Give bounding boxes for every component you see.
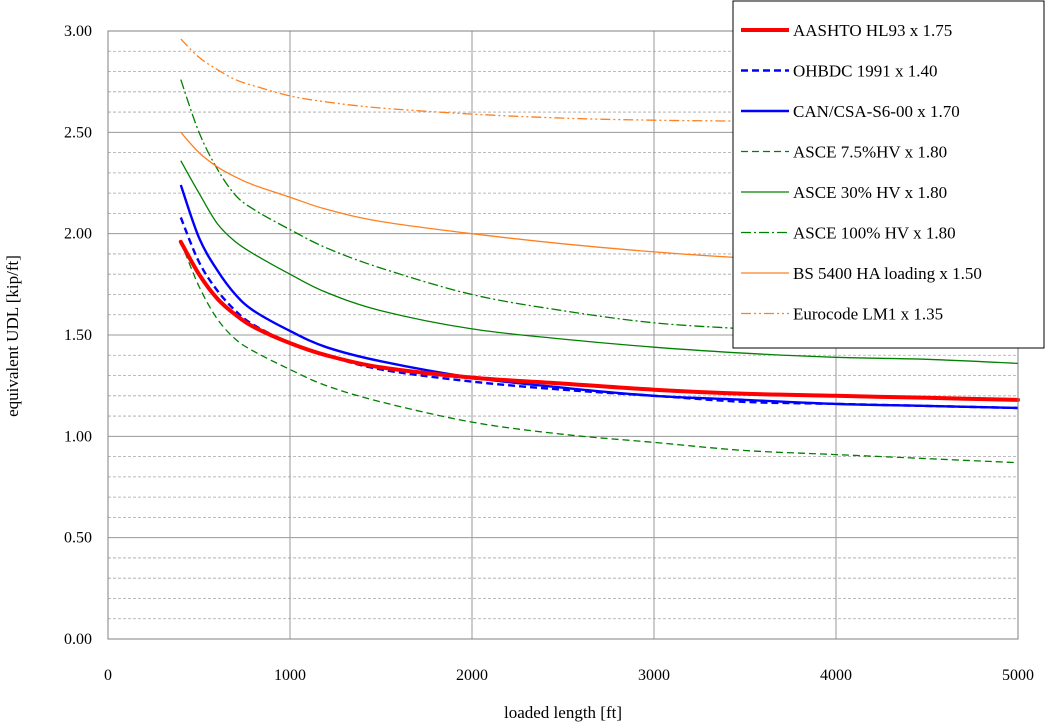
legend-box [732,0,1045,349]
series-layer [178,38,1020,464]
series-line-8 [180,38,1018,123]
y-axis-label: equivalent UDL [kip/ft] [3,255,22,417]
legend-label: BS 5400 HA loading x 1.50 [793,264,982,283]
x-axis-label: loaded length [ft] [504,703,622,722]
y-tick-label: 2.50 [64,124,92,141]
x-tick-label: 0 [104,667,112,684]
series-line-5 [180,160,1019,365]
legend-label: AASHTO HL93 x 1.75 [793,21,952,40]
y-tick-label: 1.50 [64,327,92,344]
legend-label: CAN/CSA-S6-00 x 1.70 [793,102,960,121]
legend-label: ASCE 7.5%HV x 1.80 [793,143,947,162]
legend-label: Eurocode LM1 x 1.35 [793,305,943,324]
x-tick-label: 1000 [274,667,306,684]
y-tick-labels: 0.00 0.50 1.00 1.50 2.00 2.50 3.00 [64,23,92,648]
legend-label: ASCE 30% HV x 1.80 [793,183,947,202]
minor-gridlines [108,50,1018,620]
series-line-4 [180,241,1019,464]
y-tick-label: 0.50 [64,530,92,547]
y-tick-label: 3.00 [64,23,92,40]
x-tick-label: 4000 [820,667,852,684]
series-line-3 [179,184,1019,410]
x-tick-label: 5000 [1002,667,1034,684]
legend-label: OHBDC 1991 x 1.40 [793,62,938,81]
legend: AASHTO HL93 x 1.75 OHBDC 1991 x 1.40 CAN/C… [732,0,1045,349]
y-tick-label: 2.00 [64,226,92,243]
series-line-1 [178,239,1020,402]
x-tick-label: 3000 [638,667,670,684]
legend-label: ASCE 100% HV x 1.80 [793,224,956,243]
x-tick-labels: 0 1000 2000 3000 4000 5000 [104,667,1034,684]
y-tick-label: 1.00 [64,428,92,445]
x-tick-label: 2000 [456,667,488,684]
y-tick-label: 0.00 [64,631,92,648]
